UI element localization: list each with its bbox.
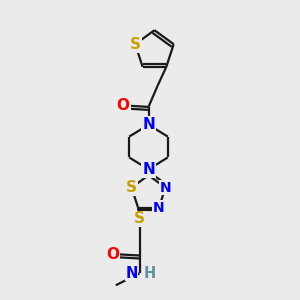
Text: N: N	[126, 266, 138, 281]
Text: N: N	[142, 117, 155, 132]
Text: S: S	[134, 212, 145, 226]
Text: S: S	[126, 180, 137, 195]
Text: O: O	[106, 247, 119, 262]
Text: S: S	[130, 37, 141, 52]
Text: N: N	[142, 162, 155, 177]
Text: O: O	[117, 98, 130, 113]
Text: N: N	[153, 200, 165, 214]
Text: H: H	[144, 266, 156, 281]
Text: N: N	[160, 181, 171, 195]
